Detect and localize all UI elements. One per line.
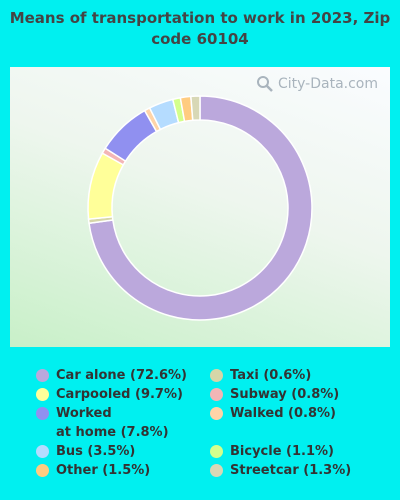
legend-label: Bus (3.5%) [56, 444, 136, 459]
legend-swatch [36, 388, 49, 401]
legend-item-subway: Subway (0.8%) [210, 385, 351, 404]
donut-slice-carpooled [87, 152, 125, 220]
legend-item-car-alone: Car alone (72.6%) [36, 366, 187, 385]
legend-label: Subway (0.8%) [230, 387, 340, 402]
legend-swatch [210, 407, 223, 420]
legend-swatch [210, 464, 223, 477]
magnifier-icon [256, 76, 273, 92]
legend-swatch [210, 388, 223, 401]
legend-item-other: Other (1.5%) [36, 461, 187, 480]
legend-label: Streetcar (1.3%) [230, 463, 352, 478]
legend-item-streetcar: Streetcar (1.3%) [210, 461, 351, 480]
legend-item-carpooled: Carpooled (9.7%) [36, 385, 187, 404]
legend-left-column: Car alone (72.6%) Carpooled (9.7%) Worke… [36, 366, 187, 480]
legend-item-worked-at-home: Worked at home (7.8%) [36, 404, 187, 442]
legend-label-line2: at home (7.8%) [56, 425, 169, 440]
legend-swatch [36, 464, 49, 477]
legend-label: Other (1.5%) [56, 463, 151, 478]
watermark: City-Data.com [256, 75, 378, 93]
donut-slice-car-alone [88, 95, 313, 321]
legend-swatch [36, 369, 49, 382]
legend-label-line1: Worked [56, 406, 112, 421]
legend-swatch [210, 369, 223, 382]
chart-title: Means of transportation to work in 2023,… [9, 9, 391, 48]
watermark-text: City-Data.com [277, 76, 378, 92]
legend-swatch [210, 445, 223, 458]
legend-label: Taxi (0.6%) [230, 368, 312, 383]
donut-slice-streetcar [190, 95, 201, 122]
legend-item-bus: Bus (3.5%) [36, 442, 187, 461]
legend-item-taxi: Taxi (0.6%) [210, 366, 351, 385]
legend-swatch [36, 445, 49, 458]
legend-label: Car alone (72.6%) [56, 368, 187, 383]
legend-label: Bicycle (1.1%) [230, 444, 334, 459]
legend-right-column: Taxi (0.6%) Subway (0.8%) Walked (0.8%) … [210, 366, 351, 480]
legend-item-bicycle: Bicycle (1.1%) [210, 442, 351, 461]
legend-item-walked: Walked (0.8%) [210, 404, 351, 423]
legend-swatch [36, 407, 49, 420]
legend-label: Carpooled (9.7%) [56, 387, 183, 402]
legend-label: Walked (0.8%) [230, 406, 336, 421]
